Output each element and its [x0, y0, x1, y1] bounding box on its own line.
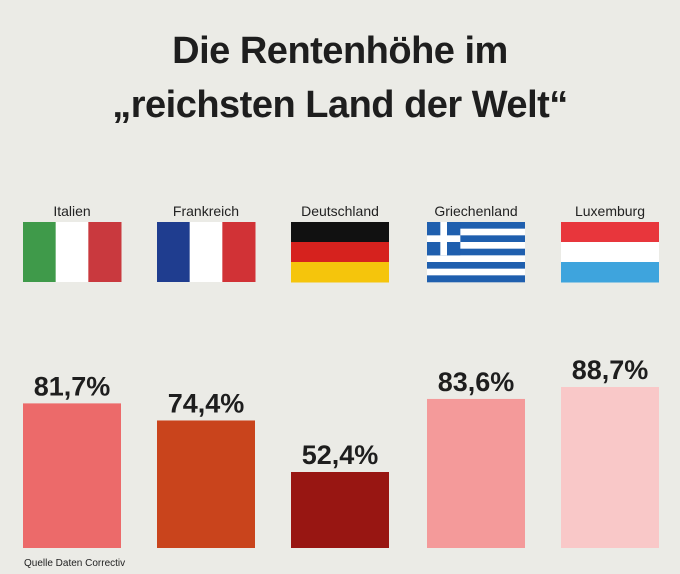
chart-title-line-1: Die Rentenhöhe im: [172, 30, 508, 72]
chart-title-line-2: „reichsten Land der Welt“: [112, 84, 568, 126]
country-label-italien: Italien: [53, 203, 90, 219]
bar-griechenland: [427, 398, 525, 548]
italy-flag-icon: [23, 222, 122, 282]
value-label-frankreich: 74,4%: [168, 388, 245, 418]
bar-italien: [23, 403, 121, 548]
value-label-italien: 81,7%: [34, 371, 111, 401]
greece-flag-icon: [427, 222, 525, 283]
france-flag-icon: [157, 222, 256, 282]
bar-deutschland: [291, 472, 389, 548]
luxembourg-flag-icon: [561, 222, 659, 283]
country-label-frankreich: Frankreich: [173, 203, 239, 219]
value-label-griechenland: 83,6%: [438, 367, 515, 397]
source-note: Quelle Daten Correctiv: [24, 558, 126, 569]
value-label-luxemburg: 88,7%: [572, 355, 649, 385]
germany-flag-icon: [291, 222, 389, 283]
bar-luxemburg: [561, 387, 659, 548]
country-label-luxemburg: Luxemburg: [575, 203, 645, 219]
bar-frankreich: [157, 420, 255, 548]
country-label-deutschland: Deutschland: [301, 203, 379, 219]
value-label-deutschland: 52,4%: [302, 440, 379, 470]
country-label-griechenland: Griechenland: [434, 203, 517, 219]
